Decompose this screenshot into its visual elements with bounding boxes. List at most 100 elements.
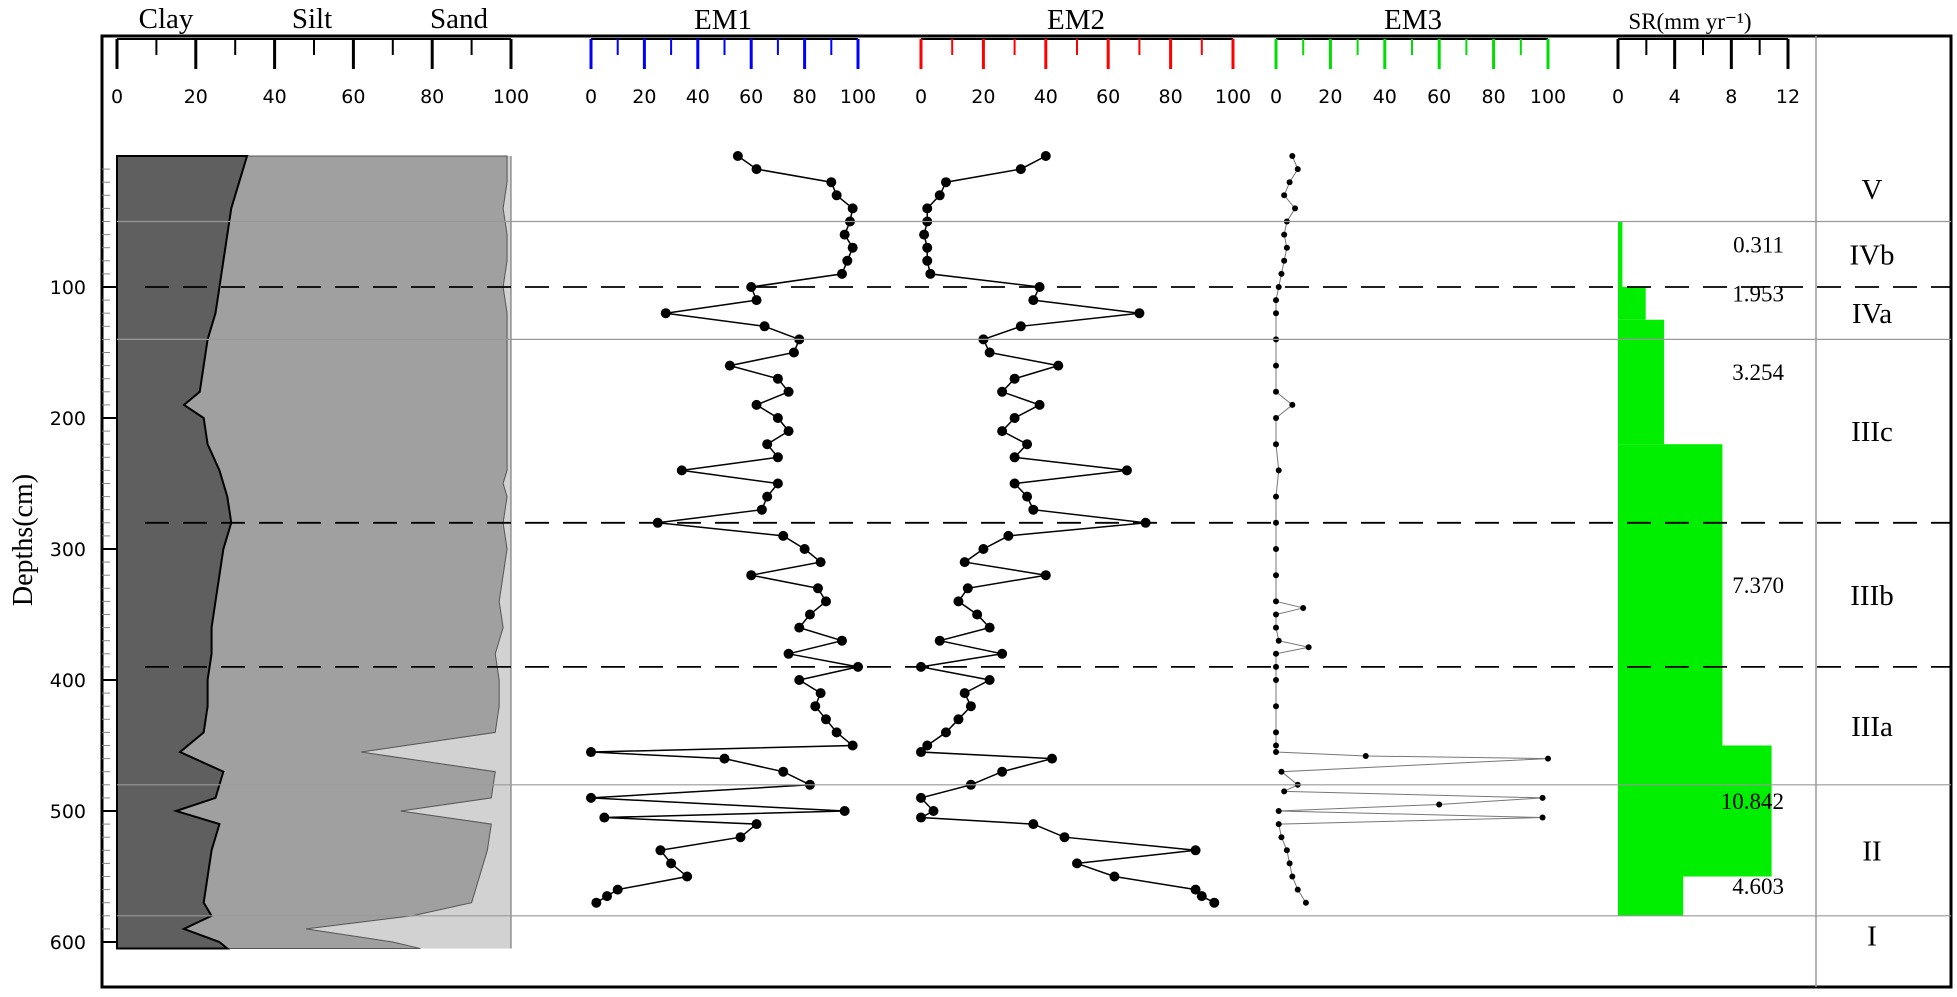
em1-point xyxy=(746,570,757,581)
em1-point xyxy=(839,806,850,816)
em2-point xyxy=(959,557,970,568)
em1-point xyxy=(751,295,762,306)
em1-point xyxy=(772,413,783,423)
em2-point xyxy=(965,701,976,712)
zone-label: IIIb xyxy=(1850,580,1893,612)
em1-point xyxy=(682,871,693,882)
em1-tick-label: 0 xyxy=(585,86,597,108)
em2-line xyxy=(918,155,1215,904)
em1-point xyxy=(815,688,826,699)
em2-point xyxy=(962,583,973,594)
em3-point xyxy=(1273,749,1279,756)
em1-point xyxy=(778,530,789,541)
em1-tick-label: 60 xyxy=(739,86,763,108)
sr-rate-label: 4.603 xyxy=(1732,874,1784,899)
grain-tick-label: 0 xyxy=(111,86,123,108)
em3-point xyxy=(1275,821,1282,828)
em2-point xyxy=(997,648,1008,659)
em2-point xyxy=(1015,321,1026,332)
em3-panel: 0 20 40 60 80 100 xyxy=(1270,38,1566,906)
em2-point xyxy=(984,675,995,685)
em2-point xyxy=(1121,465,1132,476)
em2-point xyxy=(922,242,933,253)
em1-point xyxy=(586,792,596,803)
em3-point xyxy=(1275,808,1282,814)
depth-tick-label: 400 xyxy=(50,670,86,692)
em3-point xyxy=(1278,768,1285,775)
em3-point xyxy=(1273,519,1279,526)
em3-tick-label: 60 xyxy=(1427,86,1451,108)
sr-bar xyxy=(1618,287,1646,320)
em2-point xyxy=(1040,570,1051,581)
em2-point xyxy=(997,426,1008,437)
em3-point xyxy=(1286,860,1293,867)
depth-tick-label: 500 xyxy=(50,801,86,823)
em1-point xyxy=(836,268,847,279)
em2-point xyxy=(1009,452,1020,463)
em2-point xyxy=(934,190,945,201)
em3-point xyxy=(1273,611,1279,618)
em1-point xyxy=(591,897,602,908)
em3-point xyxy=(1273,297,1279,304)
em3-tick-label: 100 xyxy=(1530,86,1566,108)
em2-panel: 0 20 40 60 80 100 xyxy=(915,38,1251,908)
em2-point xyxy=(922,740,933,751)
em1-point xyxy=(820,596,831,607)
em2-point xyxy=(1034,399,1045,410)
em3-point xyxy=(1273,546,1279,552)
em2-point xyxy=(959,688,970,699)
em1-point xyxy=(751,399,762,410)
depth-tick-label: 200 xyxy=(50,408,86,430)
em3-point xyxy=(1302,899,1309,906)
em2-point xyxy=(1040,151,1051,161)
em1-point xyxy=(660,308,671,319)
em1-point xyxy=(783,648,794,659)
grain-tick-label: 60 xyxy=(341,86,365,108)
em2-point xyxy=(925,268,936,279)
em3-point xyxy=(1273,729,1279,736)
sr-rate-label: 1.953 xyxy=(1732,281,1784,306)
em3-point xyxy=(1292,205,1299,212)
sr-tick-label: 8 xyxy=(1725,86,1737,108)
em2-point xyxy=(1009,413,1020,423)
sr-bar xyxy=(1618,221,1623,287)
em2-point xyxy=(1015,164,1026,175)
em1-title: EM1 xyxy=(694,4,752,36)
em2-point xyxy=(984,347,995,358)
em1-point xyxy=(847,242,858,253)
em2-point xyxy=(953,596,964,607)
em3-point xyxy=(1273,415,1279,421)
em1-point xyxy=(853,661,863,672)
em3-point xyxy=(1545,755,1551,762)
em3-point xyxy=(1305,644,1312,651)
clay-area xyxy=(116,155,249,950)
em1-point xyxy=(655,845,666,856)
em2-point xyxy=(984,622,995,633)
em1-point xyxy=(759,321,770,332)
em3-point xyxy=(1289,153,1296,159)
em1-point xyxy=(602,891,613,902)
em2-point xyxy=(922,203,933,214)
em2-point xyxy=(1022,439,1033,450)
em1-point xyxy=(719,753,730,764)
em2-point xyxy=(1134,308,1145,319)
em3-point xyxy=(1281,192,1288,199)
em3-point xyxy=(1275,467,1282,474)
em1-point xyxy=(794,622,805,633)
em1-tick-label: 80 xyxy=(793,86,817,108)
em3-point xyxy=(1273,310,1279,317)
sr-bar xyxy=(1618,319,1665,445)
em3-point xyxy=(1273,677,1279,683)
sr-panel: 0 4 8 12 0.311 1.953 3.254 7.370 10.842 4.603 xyxy=(1612,38,1800,916)
em1-point xyxy=(794,675,805,685)
sand-title: Sand xyxy=(430,3,489,35)
em2-point xyxy=(922,255,933,266)
sr-tick-label: 4 xyxy=(1669,86,1681,108)
em1-point xyxy=(839,229,850,240)
em1-point xyxy=(732,151,743,161)
em2-tick-label: 40 xyxy=(1034,86,1058,108)
em3-line xyxy=(1275,155,1549,903)
em1-point xyxy=(842,255,853,266)
sr-tick-label: 12 xyxy=(1776,86,1800,108)
depth-tick-label: 100 xyxy=(50,277,86,299)
